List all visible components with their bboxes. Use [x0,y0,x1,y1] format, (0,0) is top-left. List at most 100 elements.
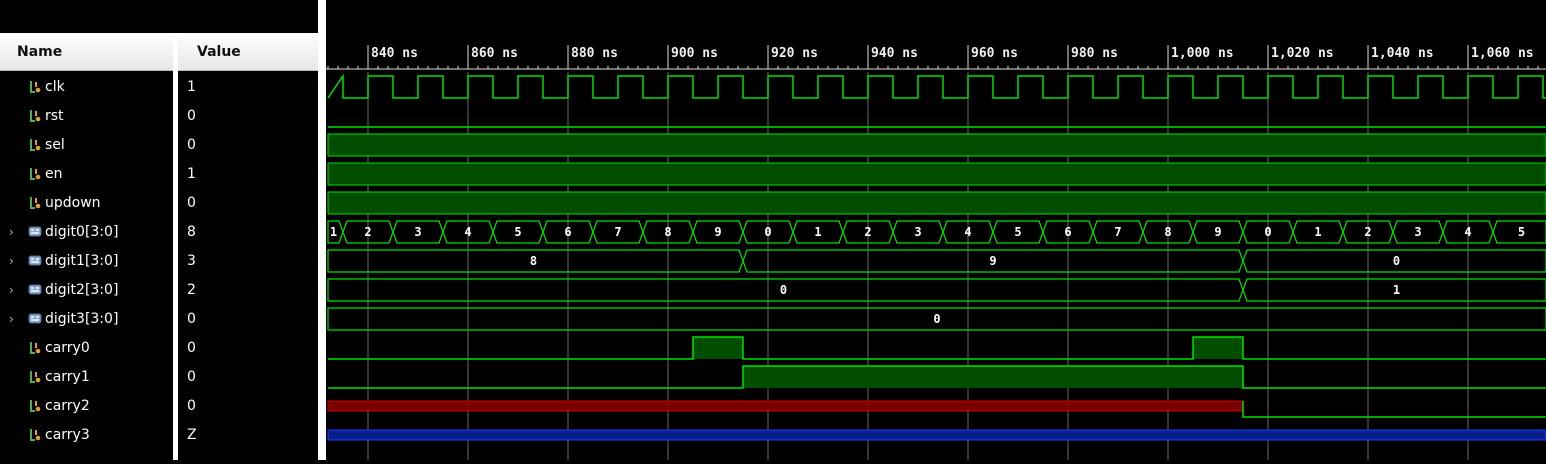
digit0-value-label: 9 [1214,225,1221,239]
digit0-value-label: 7 [1114,225,1121,239]
signal-value-row[interactable]: 1 [178,72,318,101]
digit0-value-label: 2 [864,225,871,239]
expand-chevron-icon[interactable]: › [9,224,14,239]
signal-value: 0 [187,136,196,153]
timeline-tick-label: 900 ns [671,46,718,61]
digit0-value-label: 6 [1064,225,1071,239]
signal-value: 0 [187,397,196,414]
signal-value-row[interactable]: 0 [178,101,318,130]
signal-row-carry2[interactable]: carry2 [0,391,173,420]
carry3-highz-band [327,429,1546,441]
bus-signal-icon [28,224,42,240]
digit0-value-label: 4 [964,225,971,239]
waveform-canvas[interactable]: 840 ns 860 ns 880 ns 900 ns 920 ns 940 ns 960 … [326,0,1546,460]
signal-name: digit0[3:0] [45,223,119,240]
signal-value: 1 [187,78,196,95]
timeline-tick-label: 980 ns [1071,46,1118,61]
digit0-value-label: 3 [914,225,921,239]
signal-value-row[interactable]: 0 [178,333,318,362]
signal-row-rst[interactable]: rst [0,101,173,130]
bit-signal-icon [28,340,42,356]
timeline-tick-label: 840 ns [371,46,418,61]
timeline-tick-label: 940 ns [871,46,918,61]
expand-chevron-icon[interactable]: › [9,253,14,268]
digit0-value-label: 5 [1518,225,1525,239]
signal-value-row[interactable]: 1 [178,159,318,188]
digit1-segment [1242,249,1546,273]
signal-value-row[interactable]: 0 [178,130,318,159]
signal-value: 0 [187,368,196,385]
digit0-value-label: 3 [1414,225,1421,239]
expand-chevron-icon[interactable]: › [9,282,14,297]
bit-signal-icon [28,108,42,124]
digit0-segment [327,220,344,244]
signal-row-carry1[interactable]: carry1 [0,362,173,391]
timeline-tick-label: 1,060 ns [1471,46,1534,61]
expand-chevron-icon[interactable]: › [9,311,14,326]
signal-row-carry3[interactable]: carry3 [0,420,173,449]
bit-signal-icon [28,79,42,95]
signal-value-row[interactable]: Z [178,420,318,449]
carry0-high-fill [1193,337,1243,359]
value-column-header[interactable]: Value [178,33,318,71]
signal-value-row[interactable]: 8 [178,217,318,246]
signal-row-digit0[interactable]: › digit0[3:0] [0,217,173,246]
signal-value-row[interactable]: 0 [178,391,318,420]
signal-value: 8 [187,223,196,240]
timeline-tick-label: 920 ns [771,46,818,61]
signal-name: carry0 [45,339,90,356]
signal-name: digit2[3:0] [45,281,119,298]
name-column-header[interactable]: Name [0,33,173,71]
digit2-segment [327,278,1244,302]
signal-row-carry0[interactable]: carry0 [0,333,173,362]
signal-name-list: clk rst sel en updown › digit0[3:0] › digit1[3:0… [0,71,173,460]
bus-signal-icon [28,253,42,269]
signal-row-sel[interactable]: sel [0,130,173,159]
bus-signal-icon [28,311,42,327]
signal-name: digit3[3:0] [45,310,119,327]
digit0-value-label: 1 [1314,225,1321,239]
carry2-unknown-band [327,400,1244,412]
digit0-value-label: 2 [1364,225,1371,239]
digit0-segment [1492,220,1546,244]
en-waveform [327,162,1546,186]
signal-name: updown [45,194,101,211]
signal-row-en[interactable]: en [0,159,173,188]
sel-waveform [327,133,1546,157]
signal-value-row[interactable]: 2 [178,275,318,304]
waveform-svg[interactable]: 840 ns 860 ns 880 ns 900 ns 920 ns 940 ns 960 … [326,0,1546,460]
signal-value: 2 [187,281,196,298]
timeline-tick-label: 960 ns [971,46,1018,61]
timeline-tick-label: 860 ns [471,46,518,61]
digit0-value-label: 5 [514,225,521,239]
signal-value-row[interactable]: 0 [178,304,318,333]
timeline-tick-label: 1,020 ns [1271,46,1334,61]
signal-value-row[interactable]: 0 [178,362,318,391]
digit0-value-label: 9 [714,225,721,239]
signal-row-digit3[interactable]: › digit3[3:0] [0,304,173,333]
digit3-value-label: 0 [933,312,940,326]
signal-value: 1 [187,165,196,182]
digit2-value-label: 1 [1393,283,1400,297]
bit-signal-icon [28,427,42,443]
digit0-value-label: 4 [464,225,471,239]
signal-value: 0 [187,339,196,356]
digit0-value-label: 5 [1014,225,1021,239]
signal-value-row[interactable]: 3 [178,246,318,275]
signal-name: carry3 [45,426,90,443]
timeline-tick-label: 1,000 ns [1171,46,1234,61]
digit0-value-label: 8 [1164,225,1171,239]
column-splitter[interactable] [173,33,178,460]
signal-row-clk[interactable]: clk [0,72,173,101]
signal-row-digit1[interactable]: › digit1[3:0] [0,246,173,275]
signal-name: carry2 [45,397,90,414]
digit0-value-label: 8 [664,225,671,239]
digit0-value-label: 3 [414,225,421,239]
signal-row-updown[interactable]: updown [0,188,173,217]
signal-value-row[interactable]: 0 [178,188,318,217]
digit3-segment [327,307,1546,331]
carry0-high-fill [693,337,743,359]
signal-row-digit2[interactable]: › digit2[3:0] [0,275,173,304]
signal-value-list: 1 0 0 1 0 8 3 2 0 0 0 0 Z [178,71,318,460]
pane-divider[interactable] [318,0,326,460]
